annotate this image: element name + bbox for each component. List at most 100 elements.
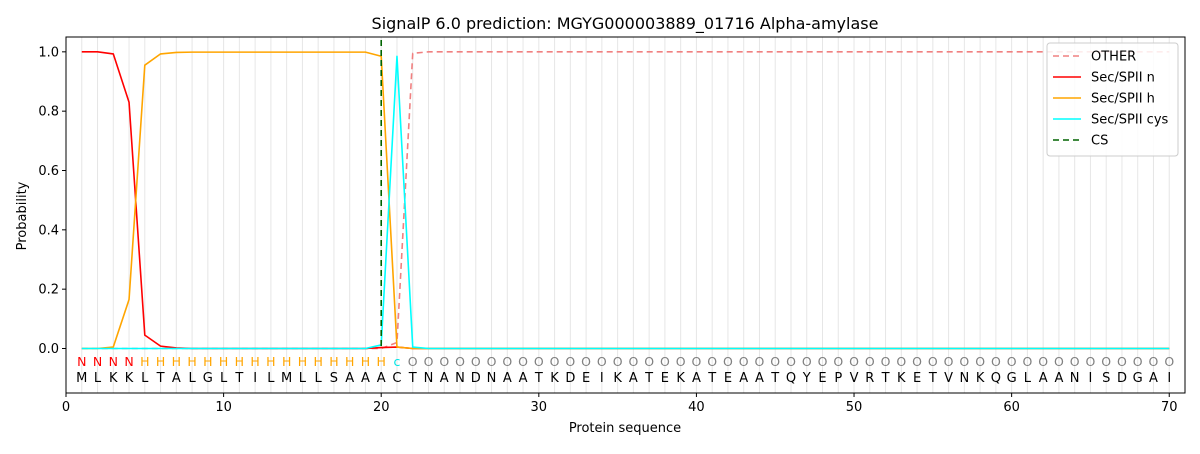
residue-label: V — [944, 371, 953, 386]
residue-label: E — [661, 371, 669, 386]
region-label: O — [770, 354, 780, 369]
residue-label: D — [471, 371, 481, 386]
region-label: H — [187, 354, 196, 369]
region-label: O — [1038, 354, 1048, 369]
residue-label: L — [267, 371, 275, 386]
region-label: N — [124, 354, 133, 369]
residue-label: K — [109, 371, 118, 386]
region-label: O — [660, 354, 670, 369]
residue-label: L — [141, 371, 149, 386]
residue-label: K — [613, 371, 622, 386]
region-label: O — [849, 354, 859, 369]
region-label: O — [439, 354, 449, 369]
residue-label: E — [913, 371, 921, 386]
region-label: O — [1164, 354, 1174, 369]
residue-label: L — [315, 371, 323, 386]
x-tick-label: 20 — [373, 400, 390, 415]
residue-label: A — [345, 371, 354, 386]
residue-label: G — [203, 371, 213, 386]
residue-label: K — [676, 371, 685, 386]
region-label: H — [345, 354, 354, 369]
x-tick-label: 30 — [531, 400, 548, 415]
region-label: O — [944, 354, 954, 369]
series-layer — [81, 39, 1170, 350]
region-label: O — [518, 354, 528, 369]
region-label: O — [487, 354, 497, 369]
series-line-sec-spii-cys — [81, 55, 1170, 350]
region-label: H — [313, 354, 322, 369]
residue-label: A — [440, 371, 449, 386]
residue-label: N — [1070, 371, 1080, 386]
residue-label: M — [281, 371, 292, 386]
series-line-sec-spii-n — [81, 51, 1170, 350]
region-label: O — [581, 354, 591, 369]
residue-label: T — [156, 371, 165, 386]
region-label: H — [219, 354, 228, 369]
region-label: H — [140, 354, 149, 369]
legend-label: Sec/SPII cys — [1091, 113, 1169, 128]
y-tick-label: 0.2 — [38, 283, 59, 298]
series-line-sec-spii-h — [81, 51, 1170, 350]
region-label: O — [818, 354, 828, 369]
residue-label: Y — [802, 371, 811, 386]
residue-label: A — [629, 371, 638, 386]
residue-label: D — [565, 371, 575, 386]
region-label: O — [991, 354, 1001, 369]
chart-title: SignalP 6.0 prediction: MGYG000003889_01… — [372, 14, 879, 34]
region-label: O — [1070, 354, 1080, 369]
legend: OTHER Sec/SPII n Sec/SPII h Sec/SPII cys CS — [1046, 42, 1179, 157]
region-label: O — [739, 354, 749, 369]
region-label: H — [377, 354, 386, 369]
region-label: O — [881, 354, 891, 369]
region-label: O — [628, 354, 638, 369]
region-label: O — [975, 354, 985, 369]
region-label: H — [250, 354, 259, 369]
region-label: O — [1149, 354, 1159, 369]
residue-label: T — [707, 371, 716, 386]
residue-label: T — [234, 371, 243, 386]
region-label: O — [597, 354, 607, 369]
legend-box — [1046, 42, 1179, 157]
residue-label: Q — [991, 371, 1001, 386]
residue-label: A — [377, 371, 386, 386]
x-tick-label: 10 — [215, 400, 232, 415]
residue-label: L — [299, 371, 307, 386]
residue-label: K — [125, 371, 134, 386]
residue-label: A — [361, 371, 370, 386]
residue-label: N — [959, 371, 969, 386]
residue-label: L — [220, 371, 228, 386]
y-tick-label: 0.4 — [38, 223, 59, 238]
residue-label: G — [1133, 371, 1143, 386]
residue-label: T — [408, 371, 417, 386]
residue-label: I — [1167, 371, 1171, 386]
residue-label: E — [724, 371, 732, 386]
residue-label: A — [692, 371, 701, 386]
residue-label: E — [582, 371, 590, 386]
region-label: O — [565, 354, 575, 369]
region-label: O — [865, 354, 875, 369]
region-label: H — [298, 354, 307, 369]
y-tick-label: 1.0 — [38, 45, 59, 60]
legend-label: Sec/SPII h — [1091, 92, 1155, 107]
residue-label: A — [519, 371, 528, 386]
region-label: O — [707, 354, 717, 369]
legend-label: OTHER — [1091, 50, 1136, 65]
region-label: O — [1101, 354, 1111, 369]
residue-label: N — [487, 371, 497, 386]
region-label: O — [928, 354, 938, 369]
region-label: O — [424, 354, 434, 369]
residue-label: L — [1024, 371, 1032, 386]
region-label: O — [802, 354, 812, 369]
region-label: H — [235, 354, 244, 369]
region-label: O — [1022, 354, 1032, 369]
residue-label: G — [1007, 371, 1017, 386]
residue-label: N — [424, 371, 434, 386]
residue-label: Q — [786, 371, 796, 386]
residue-label: A — [1149, 371, 1158, 386]
residue-label: R — [865, 371, 874, 386]
region-label: O — [1133, 354, 1143, 369]
region-label: O — [896, 354, 906, 369]
region-label: O — [833, 354, 843, 369]
residue-label: L — [188, 371, 196, 386]
